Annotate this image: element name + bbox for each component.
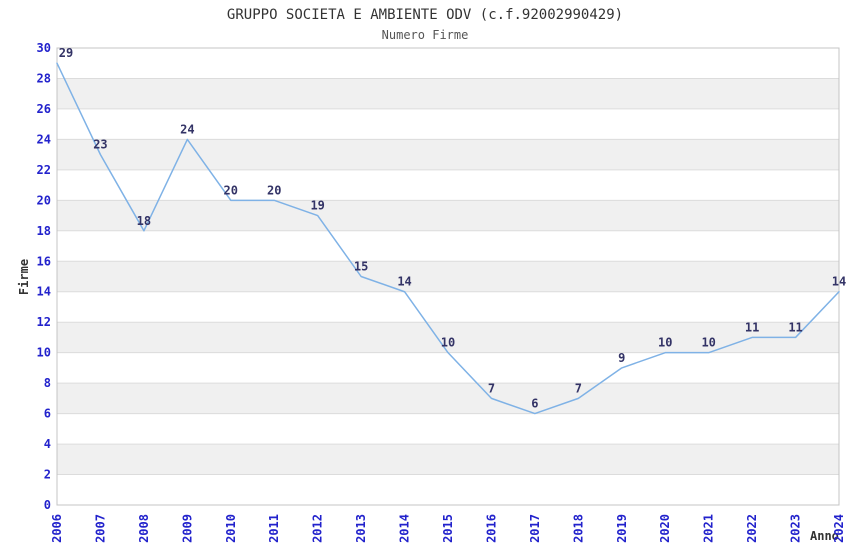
data-label: 15 [354,260,368,274]
x-tick-label: 2022 [745,514,759,543]
series-line [56,62,840,415]
x-tick-label: 2019 [615,514,629,543]
plot-band [57,230,839,262]
plot-band [57,291,839,323]
data-label: 19 [310,199,324,213]
x-tick-label: 2015 [441,514,455,543]
x-tick-label: 2013 [354,514,368,543]
y-tick-label: 6 [44,407,51,421]
data-label: 20 [267,183,281,197]
y-tick-label: 24 [37,132,51,146]
y-tick-label: 20 [37,193,51,207]
y-tick-label: 22 [37,163,51,177]
data-label: 24 [180,122,194,136]
x-tick-label: 2011 [267,514,281,543]
plot-band [57,48,839,79]
x-tick-label: 2018 [571,514,585,543]
data-label: 11 [788,320,802,334]
chart-subtitle: Numero Firme [381,28,469,42]
data-label: 10 [441,336,455,350]
x-tick-label: 2014 [398,514,412,543]
y-tick-label: 30 [37,41,51,55]
plot-band [57,169,839,201]
y-tick-label: 2 [44,468,51,482]
data-label: 10 [658,336,672,350]
x-tick-label: 2017 [528,514,542,543]
y-tick-label: 26 [37,102,51,116]
y-tick-label: 18 [37,224,51,238]
y-tick-label: 8 [44,376,51,390]
data-label: 9 [618,351,625,365]
data-label: 14 [397,275,411,289]
plot-band [57,78,839,109]
x-tick-label: 2010 [224,514,238,543]
data-label: 10 [701,336,715,350]
chart-title: GRUPPO SOCIETA E AMBIENTE ODV (c.f.92002… [226,7,624,23]
plot-border [56,47,840,506]
data-label: 23 [93,138,107,152]
y-tick-label: 0 [44,498,51,512]
x-tick-label: 2021 [702,514,716,543]
y-tick-label: 14 [37,285,51,299]
x-axis-title: Anno [810,529,839,543]
plot-band [57,413,839,445]
x-tick-label: 2024 [832,514,846,543]
plot-band [57,444,839,475]
x-tick-label: 2007 [93,514,107,543]
x-tick-label: 2023 [789,514,803,543]
y-tick-label: 12 [37,315,51,329]
plot-band [57,474,839,505]
x-tick-label: 2020 [658,514,672,543]
x-tick-label: 2006 [50,514,64,543]
y-tick-label: 4 [44,437,51,451]
plot-band [57,139,839,170]
plot-band [57,322,839,353]
data-label: 7 [575,381,582,395]
plot-band [57,261,839,292]
x-tick-label: 2016 [484,514,498,543]
x-tick-label: 2009 [180,514,194,543]
plot-band [57,352,839,384]
data-label: 7 [488,381,495,395]
y-tick-label: 10 [37,346,51,360]
data-label: 18 [137,214,151,228]
data-label: 20 [224,183,238,197]
data-label: 6 [531,397,538,411]
data-label: 14 [832,275,846,289]
y-tick-label: 28 [37,71,51,85]
plot-band [57,200,839,231]
x-tick-label: 2008 [137,514,151,543]
plot-band [57,383,839,414]
y-tick-label: 16 [37,254,51,268]
data-label: 11 [745,320,759,334]
plot-band [57,108,839,140]
x-tick-label: 2012 [311,514,325,543]
data-label: 29 [59,46,73,60]
